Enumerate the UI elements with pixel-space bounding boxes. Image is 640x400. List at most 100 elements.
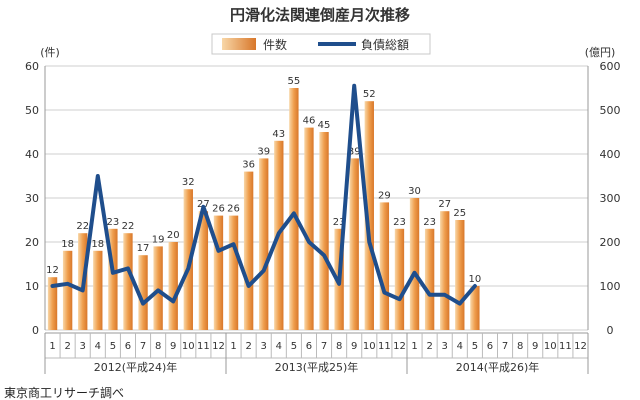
left-tick-label: 20	[25, 236, 39, 249]
bar-value-label: 23	[107, 217, 120, 228]
legend-bar-label: 件数	[263, 37, 287, 52]
right-tick-label: 0	[607, 324, 614, 337]
bar-value-label: 45	[318, 120, 331, 131]
month-tick-label: 8	[155, 341, 161, 352]
right-tick-label: 400	[600, 148, 621, 161]
bar-value-label: 29	[378, 190, 391, 201]
bar	[168, 242, 178, 330]
month-tick-label: 9	[170, 341, 176, 352]
right-tick-label: 300	[600, 192, 621, 205]
month-tick-label: 9	[351, 341, 357, 352]
month-tick-label: 1	[230, 341, 236, 352]
bar	[213, 215, 224, 330]
year-axis: 2012(平成24)年 2013(平成25)年 2014(平成26)年	[94, 333, 589, 374]
month-tick-label: 4	[95, 341, 101, 352]
month-tick-label: 1	[49, 341, 55, 352]
bar	[243, 171, 254, 330]
line-series	[50, 83, 477, 306]
bar	[259, 158, 269, 330]
bar	[424, 228, 435, 330]
bar-value-label: 55	[288, 76, 301, 87]
bar	[319, 132, 329, 330]
bar-value-label: 10	[469, 274, 482, 285]
month-tick-label: 9	[532, 341, 538, 352]
right-axis-ticks: 0 100 200 300 400 500 600	[600, 60, 621, 337]
bar	[364, 101, 374, 330]
left-tick-label: 30	[25, 192, 39, 205]
bar	[123, 233, 133, 330]
source-note: 東京商工リサーチ調べ	[4, 385, 124, 400]
month-tick-label: 2	[64, 341, 70, 352]
left-tick-label: 10	[25, 280, 39, 293]
bar-value-label: 18	[91, 239, 104, 250]
month-tick-label: 6	[306, 341, 312, 352]
left-tick-label: 60	[25, 60, 39, 73]
bar-value-label: 46	[303, 116, 316, 127]
month-tick-label: 7	[502, 341, 508, 352]
bar	[440, 211, 450, 330]
bar	[228, 215, 239, 330]
legend-bar-swatch	[222, 38, 256, 50]
month-tick-label: 8	[517, 341, 523, 352]
month-tick-label: 2	[426, 341, 432, 352]
bar-value-label: 27	[438, 199, 451, 210]
legend: 件数 負債総額	[211, 33, 431, 55]
bar-value-label: 30	[408, 186, 421, 197]
bar-series	[47, 88, 480, 330]
year-label: 2012(平成24)年	[94, 360, 178, 374]
month-tick-label: 5	[291, 341, 297, 352]
bar-value-label: 19	[152, 234, 165, 245]
bar	[183, 189, 193, 330]
bar-value-label: 39	[348, 146, 361, 157]
right-tick-label: 500	[600, 104, 621, 117]
month-tick-label: 4	[276, 341, 282, 352]
month-tick-label: 10	[544, 341, 557, 352]
bar	[304, 127, 314, 330]
bar-value-label: 36	[242, 160, 255, 171]
debt-line	[50, 83, 477, 306]
chart-title: 円滑化法関連倒産月次推移	[230, 6, 410, 24]
bar-value-label: 32	[182, 177, 195, 188]
month-tick-label: 5	[110, 341, 116, 352]
month-tick-label: 11	[378, 341, 391, 352]
bar	[349, 158, 359, 330]
year-label: 2014(平成26)年	[456, 360, 540, 374]
month-tick-label: 11	[197, 341, 210, 352]
month-tick-label: 12	[574, 341, 587, 352]
left-tick-label: 50	[25, 104, 39, 117]
bar-value-label: 20	[167, 230, 180, 241]
month-tick-label: 6	[125, 341, 131, 352]
bar	[62, 250, 73, 330]
month-tick-label: 3	[80, 341, 86, 352]
bar	[455, 220, 465, 330]
left-axis-ticks: 0 10 20 30 40 50 60	[25, 60, 39, 337]
bar	[470, 286, 480, 330]
bar-value-label: 17	[137, 243, 150, 254]
bar-value-label: 39	[257, 146, 270, 157]
month-tick-label: 7	[321, 341, 327, 352]
month-tick-label: 5	[472, 341, 478, 352]
left-tick-label: 40	[25, 148, 39, 161]
bar-value-label: 18	[61, 239, 74, 250]
bar	[47, 277, 58, 330]
right-tick-label: 600	[600, 60, 621, 73]
bar-value-label: 26	[227, 204, 240, 215]
bar	[409, 198, 420, 330]
right-axis-unit: (億円)	[585, 46, 616, 59]
year-label: 2013(平成25)年	[275, 360, 359, 374]
bar-value-label: 22	[122, 221, 135, 232]
bar-value-label: 23	[423, 217, 436, 228]
month-tick-label: 8	[336, 341, 342, 352]
bar	[138, 255, 148, 330]
bar-value-label: 26	[212, 204, 225, 215]
month-tick-label: 7	[140, 341, 146, 352]
right-tick-label: 100	[600, 280, 621, 293]
bar-value-label: 22	[76, 221, 89, 232]
bar	[379, 202, 390, 330]
right-tick-label: 200	[600, 236, 621, 249]
left-tick-label: 0	[32, 324, 39, 337]
bar	[93, 250, 103, 330]
bar-value-label: 52	[363, 89, 376, 100]
